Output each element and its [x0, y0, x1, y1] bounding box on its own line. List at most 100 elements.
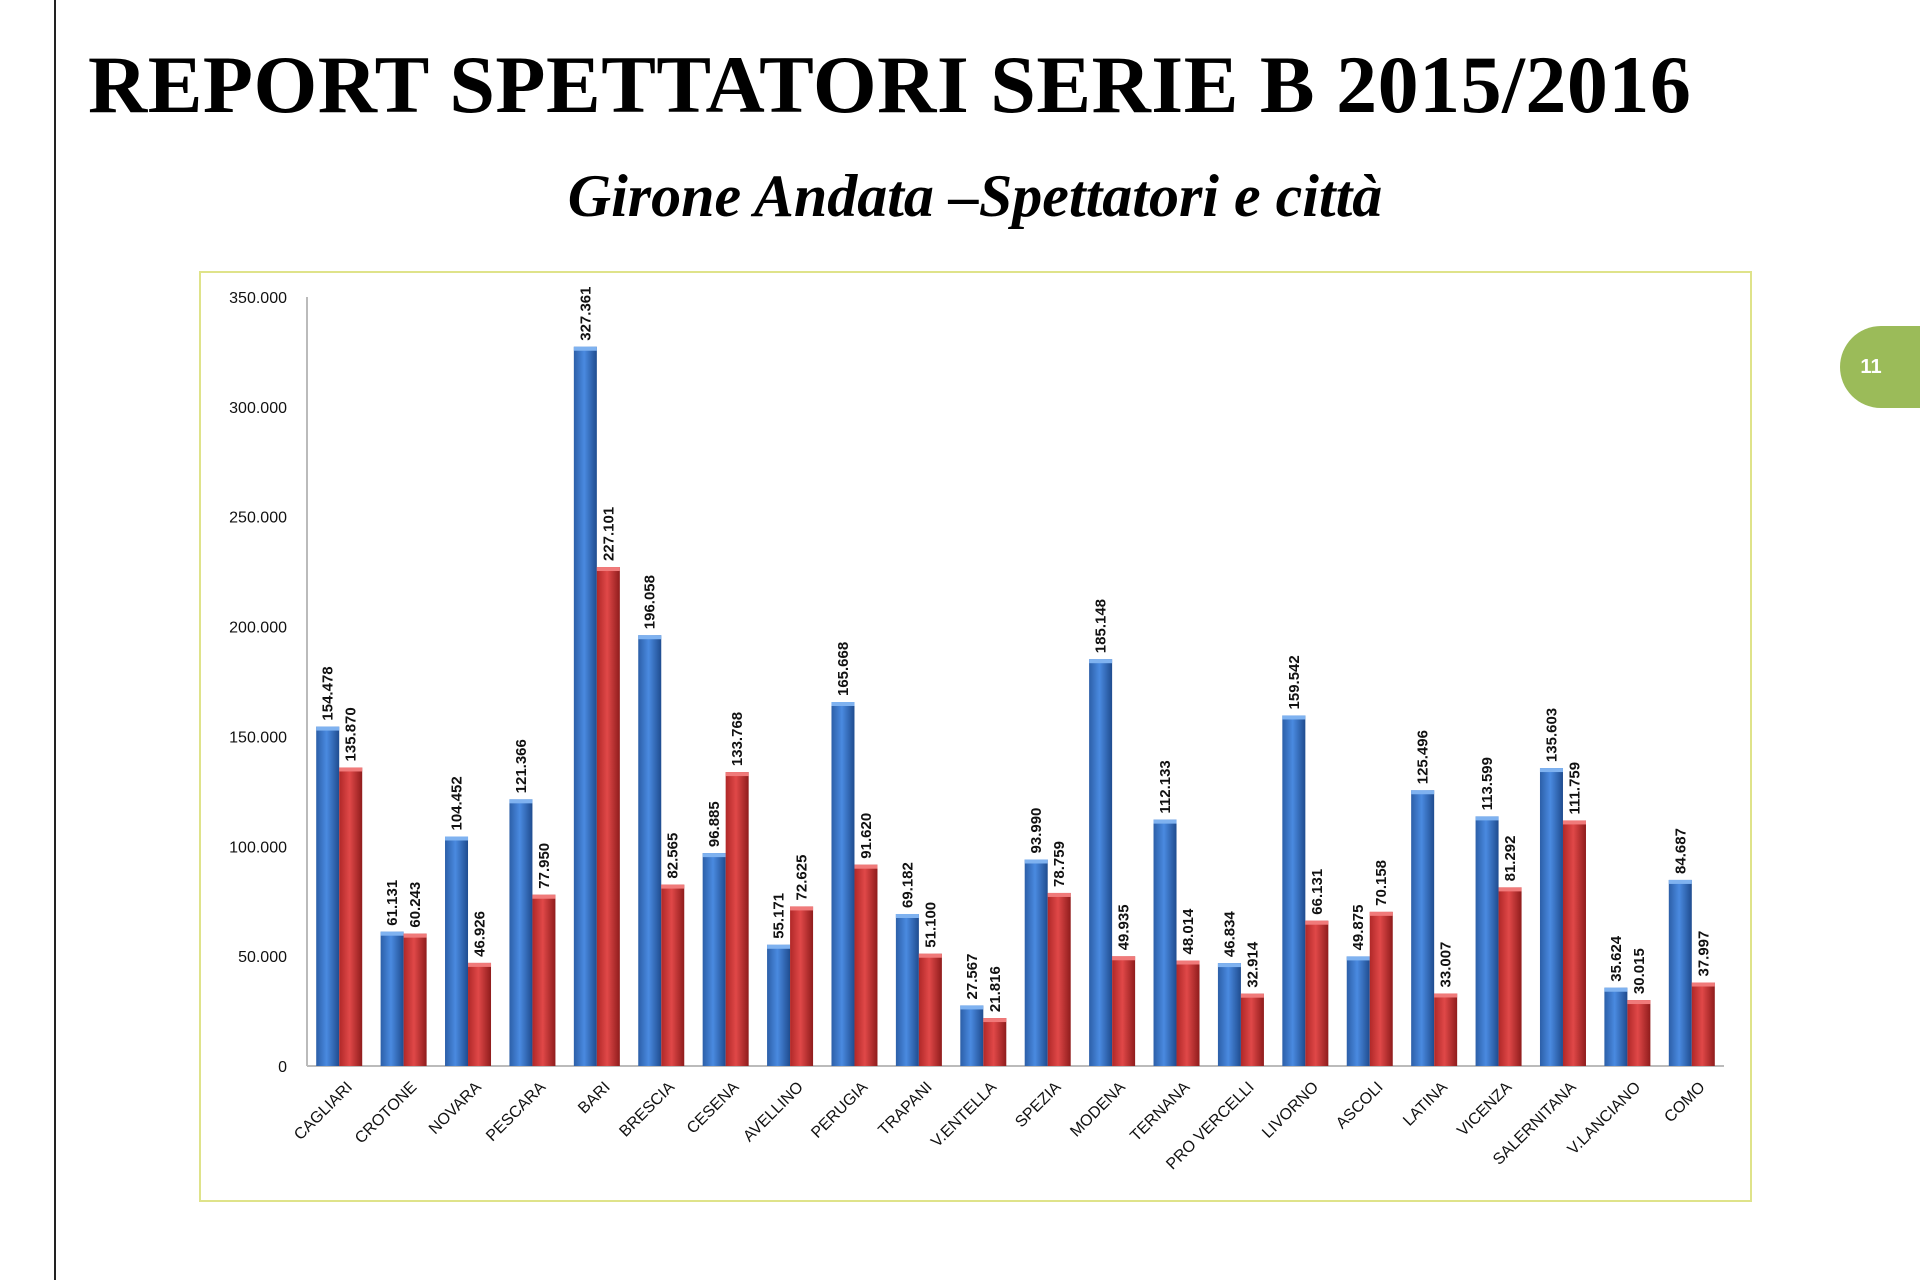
bar-top-highlight [1176, 960, 1200, 965]
bar-top-highlight [1047, 892, 1071, 897]
bar-spettatori [380, 931, 404, 1066]
bar-spettatori [1346, 956, 1370, 1066]
data-label: 21.816 [987, 966, 1004, 1012]
bar-citta [1240, 993, 1264, 1066]
bar-spettatori [1153, 819, 1177, 1066]
bar-top-highlight [1346, 956, 1370, 961]
bar-citta [983, 1018, 1007, 1066]
bar-top-highlight [445, 836, 469, 841]
data-label: 77.950 [536, 843, 553, 889]
bar-top-highlight [1475, 816, 1499, 821]
data-label: 48.014 [1180, 908, 1197, 955]
bar-top-highlight [1539, 768, 1563, 773]
bar-top-highlight [509, 799, 533, 804]
bar-top-highlight [725, 772, 749, 777]
bar-spettatori [1411, 790, 1435, 1066]
bar-top-highlight [468, 962, 492, 967]
y-tick-label: 250.000 [229, 510, 287, 527]
bar-top-highlight [339, 767, 363, 772]
bar-citta [918, 953, 942, 1066]
bar-citta [661, 884, 685, 1066]
bar-top-highlight [573, 346, 597, 351]
data-label: 104.452 [449, 776, 466, 830]
data-label: 165.668 [835, 642, 852, 696]
bar-citta [854, 864, 878, 1066]
bar-spettatori [960, 1005, 984, 1066]
data-label: 46.926 [472, 911, 489, 957]
data-label: 70.158 [1373, 860, 1390, 906]
bar-spettatori [638, 635, 662, 1066]
data-label: 69.182 [899, 862, 916, 908]
bar-top-highlight [1089, 659, 1113, 664]
bar-top-highlight [1627, 1000, 1651, 1005]
bar-spettatori [1024, 859, 1048, 1066]
bar-top-highlight [1153, 819, 1177, 824]
data-label: 35.624 [1608, 935, 1625, 982]
data-label: 96.885 [706, 801, 723, 847]
bar-spettatori [1089, 659, 1113, 1066]
bar-top-highlight [316, 726, 340, 731]
data-label: 46.834 [1221, 911, 1238, 958]
data-label: 51.100 [922, 902, 939, 948]
y-tick-label: 50.000 [238, 949, 287, 966]
bar-spettatori [573, 346, 597, 1067]
bar-top-highlight [1411, 790, 1435, 795]
bar-citta [339, 767, 363, 1066]
bar-spettatori [767, 944, 791, 1066]
bar-top-highlight [1434, 993, 1458, 998]
bar-top-highlight [1369, 911, 1393, 916]
bar-top-highlight [661, 884, 685, 889]
y-tick-label: 100.000 [229, 839, 287, 856]
bar-top-highlight [1305, 920, 1329, 925]
bar-citta [1305, 920, 1329, 1066]
bar-citta [790, 906, 814, 1066]
data-label: 327.361 [577, 287, 594, 341]
data-label: 32.914 [1244, 941, 1261, 988]
data-label: 135.870 [343, 707, 360, 761]
bar-top-highlight [1112, 956, 1136, 961]
bar-top-highlight [596, 567, 620, 572]
data-label: 78.759 [1051, 841, 1068, 887]
bar-spettatori [509, 799, 533, 1066]
bar-citta [1047, 892, 1071, 1066]
bar-citta [596, 567, 620, 1066]
y-tick-label: 200.000 [229, 620, 287, 637]
data-label: 159.542 [1286, 655, 1303, 709]
data-label: 91.620 [858, 813, 875, 859]
bar-top-highlight [1562, 820, 1586, 825]
bar-top-highlight [702, 853, 726, 858]
bar-spettatori [895, 913, 919, 1066]
bar-top-highlight [380, 931, 404, 936]
bar-spettatori [1475, 816, 1499, 1066]
data-label: 37.997 [1695, 931, 1712, 977]
bar-top-highlight [918, 953, 942, 958]
bar-top-highlight [1604, 987, 1628, 992]
page-number-badge: 11 [1840, 326, 1920, 408]
chart-subtitle: Girone Andata –Spettatori e città [567, 163, 1383, 229]
y-tick-label: 350.000 [229, 290, 287, 307]
bar-top-highlight [1691, 982, 1715, 987]
bar-citta [1112, 956, 1136, 1066]
bar-spettatori [1604, 987, 1628, 1066]
bar-spettatori [316, 726, 340, 1066]
bar-top-highlight [403, 933, 427, 938]
data-label: 113.599 [1479, 757, 1496, 810]
data-label: 133.768 [729, 712, 746, 766]
data-label: 81.292 [1502, 835, 1519, 881]
bar-spettatori [445, 836, 469, 1066]
bar-spettatori [1668, 879, 1692, 1066]
bar-spettatori [702, 853, 726, 1066]
y-tick-label: 300.000 [229, 400, 287, 417]
bar-citta [532, 894, 556, 1066]
bar-top-highlight [895, 913, 919, 918]
data-label: 33.007 [1438, 942, 1455, 988]
bar-top-highlight [1498, 887, 1522, 892]
bar-citta [725, 772, 749, 1066]
data-label: 111.759 [1566, 762, 1583, 815]
bar-spettatori [1217, 963, 1241, 1066]
bar-top-highlight [532, 894, 556, 899]
data-label: 227.101 [600, 507, 617, 561]
data-label: 66.131 [1309, 869, 1326, 915]
bar-top-highlight [983, 1018, 1007, 1023]
